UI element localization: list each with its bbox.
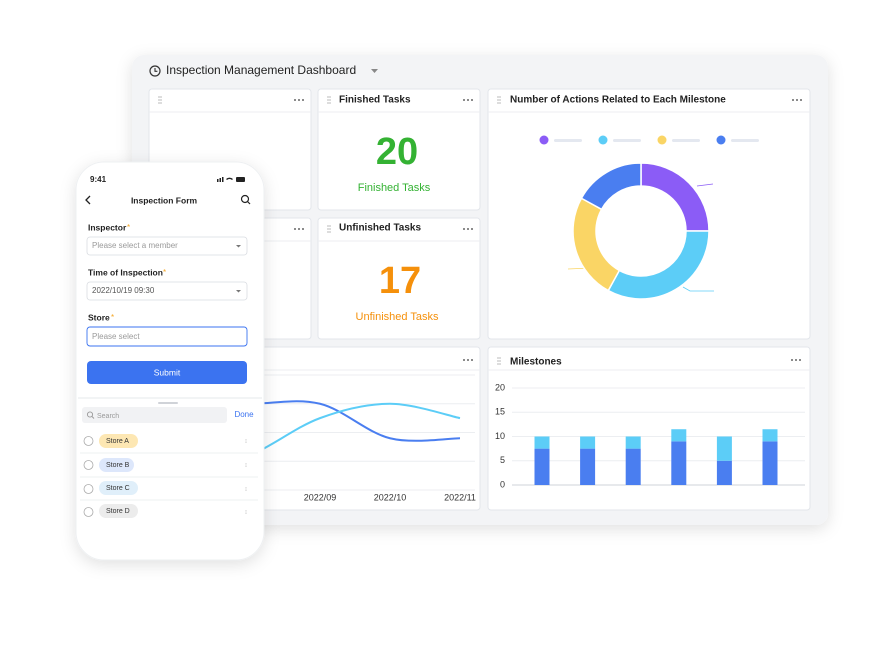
form-title: Inspection Form [131, 195, 198, 205]
y-tick-label: 10 [495, 431, 505, 441]
kpi-label: Unfinished Tasks [356, 311, 439, 323]
store-tag [99, 504, 138, 518]
item-menu[interactable] [245, 463, 247, 467]
kpi-value: 20 [376, 131, 418, 173]
y-tick-label: 0 [500, 479, 505, 489]
x-tick-label: 2022/11 [444, 492, 476, 502]
store-name: Store C [106, 485, 130, 492]
legend-swatch [598, 135, 608, 145]
bar-segment [762, 429, 778, 442]
card [487, 346, 811, 511]
store-name: Store A [106, 438, 129, 445]
card-menu[interactable] [463, 359, 473, 361]
placeholder: Please select a member [92, 241, 178, 250]
placeholder: Please select [92, 332, 140, 341]
store-name: Store B [106, 462, 130, 469]
store-list: Store A Store B Store C Store D [80, 434, 258, 518]
select-store[interactable] [86, 326, 248, 347]
legend-swatch [657, 135, 667, 145]
x-tick-label: 2022/10 [374, 492, 407, 502]
bar-segment [716, 460, 732, 485]
back-button[interactable] [85, 195, 91, 205]
bar-segment [671, 441, 687, 485]
status-icons [217, 177, 245, 182]
bar-segment [762, 441, 778, 485]
phone: 9:41 Inspection Form Inspector * Please … [75, 161, 265, 561]
status-time: 9:41 [90, 175, 107, 184]
card-menu[interactable] [463, 99, 473, 101]
kpi-label: Finished Tasks [358, 182, 431, 194]
bar-segment [534, 436, 550, 449]
store-tag [99, 458, 134, 472]
dashboard-title: Inspection Management Dashboard [166, 63, 356, 77]
legend-placeholder [731, 139, 759, 142]
item-menu[interactable] [245, 487, 247, 491]
bar-segment [671, 429, 687, 442]
item-menu[interactable] [245, 439, 247, 443]
card-title: Finished Tasks [339, 95, 411, 106]
card-menu[interactable] [463, 228, 473, 230]
field-label: Store [88, 312, 110, 322]
bar-segment [716, 436, 732, 461]
bar-segment [580, 436, 596, 449]
store-name: Store D [106, 508, 130, 515]
card-menu[interactable] [792, 99, 802, 101]
required-mark: * [111, 313, 114, 322]
y-tick-label: 5 [500, 455, 505, 465]
store-tag [99, 481, 138, 495]
submit-label: Submit [154, 367, 181, 377]
card [317, 217, 481, 340]
radio[interactable] [83, 460, 94, 470]
radio[interactable] [83, 484, 94, 494]
required-mark: * [127, 223, 130, 232]
search-placeholder: Search [97, 413, 119, 420]
select-inspector[interactable] [86, 236, 248, 256]
done-button[interactable]: Done [234, 410, 254, 419]
title-dropdown[interactable] [371, 69, 378, 73]
card-title: Unfinished Tasks [339, 223, 421, 234]
legend-swatch [716, 135, 726, 145]
legend-swatch [539, 135, 549, 145]
field-label: Time of Inspection [88, 267, 163, 277]
card [487, 88, 811, 340]
radio[interactable] [83, 436, 94, 446]
required-mark: * [163, 268, 166, 277]
select-time[interactable] [86, 281, 248, 301]
clock-icon [149, 65, 161, 77]
legend-placeholder [672, 139, 700, 142]
field-value: 2022/10/19 09:30 [92, 286, 155, 295]
donut-segment [580, 162, 642, 211]
search-button[interactable] [240, 194, 251, 205]
search-box[interactable] [82, 407, 227, 423]
card-menu[interactable] [791, 359, 801, 361]
radio[interactable] [83, 507, 94, 517]
card-title: Milestones [510, 357, 562, 368]
legend-placeholder [613, 139, 641, 142]
bar-segment [625, 448, 641, 485]
card-menu[interactable] [294, 228, 304, 230]
kpi-value: 17 [379, 260, 421, 302]
bar-segment [534, 448, 550, 485]
submit-button[interactable] [87, 361, 247, 384]
store-tag [99, 434, 138, 448]
field-label: Inspector [88, 222, 127, 232]
bar-segment [580, 448, 596, 485]
item-menu[interactable] [245, 510, 247, 514]
sheet-handle[interactable] [158, 402, 178, 404]
x-tick-label: 2022/09 [304, 492, 337, 502]
card-title: Number of Actions Related to Each Milest… [510, 95, 726, 106]
y-tick-label: 15 [495, 407, 505, 417]
card [317, 88, 481, 211]
legend-placeholder [554, 139, 582, 142]
y-tick-label: 20 [495, 382, 505, 392]
bar-segment [625, 436, 641, 449]
card-menu[interactable] [294, 99, 304, 101]
